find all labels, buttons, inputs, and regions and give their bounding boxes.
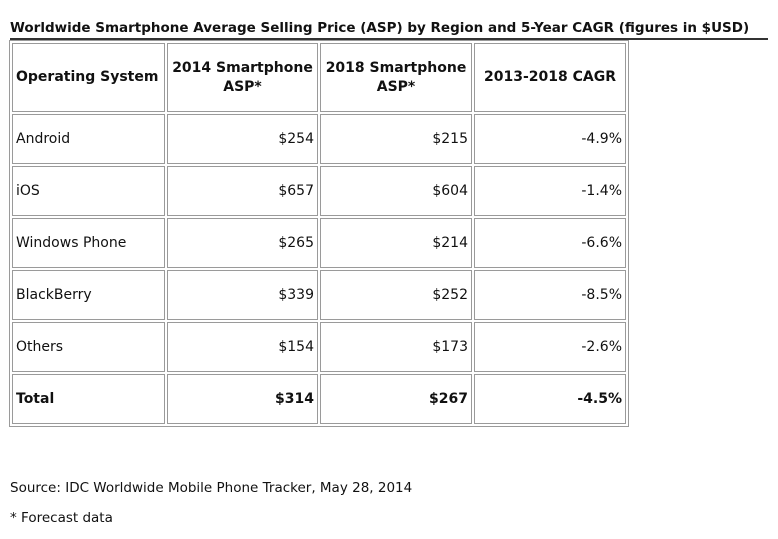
cell-2018-asp: $215: [320, 114, 472, 164]
cell-total-cagr: -4.5%: [474, 374, 626, 424]
cell-cagr: -6.6%: [474, 218, 626, 268]
header-operating-system: Operating System: [12, 43, 165, 112]
cell-os: BlackBerry: [12, 270, 165, 320]
cell-cagr: -8.5%: [474, 270, 626, 320]
cell-2014-asp: $657: [167, 166, 318, 216]
cell-2018-asp: $214: [320, 218, 472, 268]
cell-2014-asp: $265: [167, 218, 318, 268]
table-header-row: Operating System 2014 Smartphone ASP* 20…: [12, 43, 626, 112]
cell-os: iOS: [12, 166, 165, 216]
cell-cagr: -4.9%: [474, 114, 626, 164]
cell-2014-asp: $154: [167, 322, 318, 372]
cell-total-2018-asp: $267: [320, 374, 472, 424]
table-row: BlackBerry $339 $252 -8.5%: [12, 270, 626, 320]
cell-2018-asp: $604: [320, 166, 472, 216]
title-divider: [10, 38, 768, 40]
table-row: iOS $657 $604 -1.4%: [12, 166, 626, 216]
forecast-footnote: * Forecast data: [10, 510, 113, 526]
cell-2014-asp: $254: [167, 114, 318, 164]
asp-table: Operating System 2014 Smartphone ASP* 20…: [9, 40, 629, 427]
cell-os: Android: [12, 114, 165, 164]
table-row: Windows Phone $265 $214 -6.6%: [12, 218, 626, 268]
header-2018-asp: 2018 Smartphone ASP*: [320, 43, 472, 112]
table-row: Others $154 $173 -2.6%: [12, 322, 626, 372]
table-title: Worldwide Smartphone Average Selling Pri…: [10, 20, 750, 36]
cell-os: Others: [12, 322, 165, 372]
cell-total-2014-asp: $314: [167, 374, 318, 424]
source-note: Source: IDC Worldwide Mobile Phone Track…: [10, 480, 413, 496]
table-row: Android $254 $215 -4.9%: [12, 114, 626, 164]
table-total-row: Total $314 $267 -4.5%: [12, 374, 626, 424]
cell-cagr: -2.6%: [474, 322, 626, 372]
cell-2014-asp: $339: [167, 270, 318, 320]
cell-total-label: Total: [12, 374, 165, 424]
cell-2018-asp: $252: [320, 270, 472, 320]
cell-os: Windows Phone: [12, 218, 165, 268]
header-cagr: 2013-2018 CAGR: [474, 43, 626, 112]
header-2014-asp: 2014 Smartphone ASP*: [167, 43, 318, 112]
cell-2018-asp: $173: [320, 322, 472, 372]
cell-cagr: -1.4%: [474, 166, 626, 216]
